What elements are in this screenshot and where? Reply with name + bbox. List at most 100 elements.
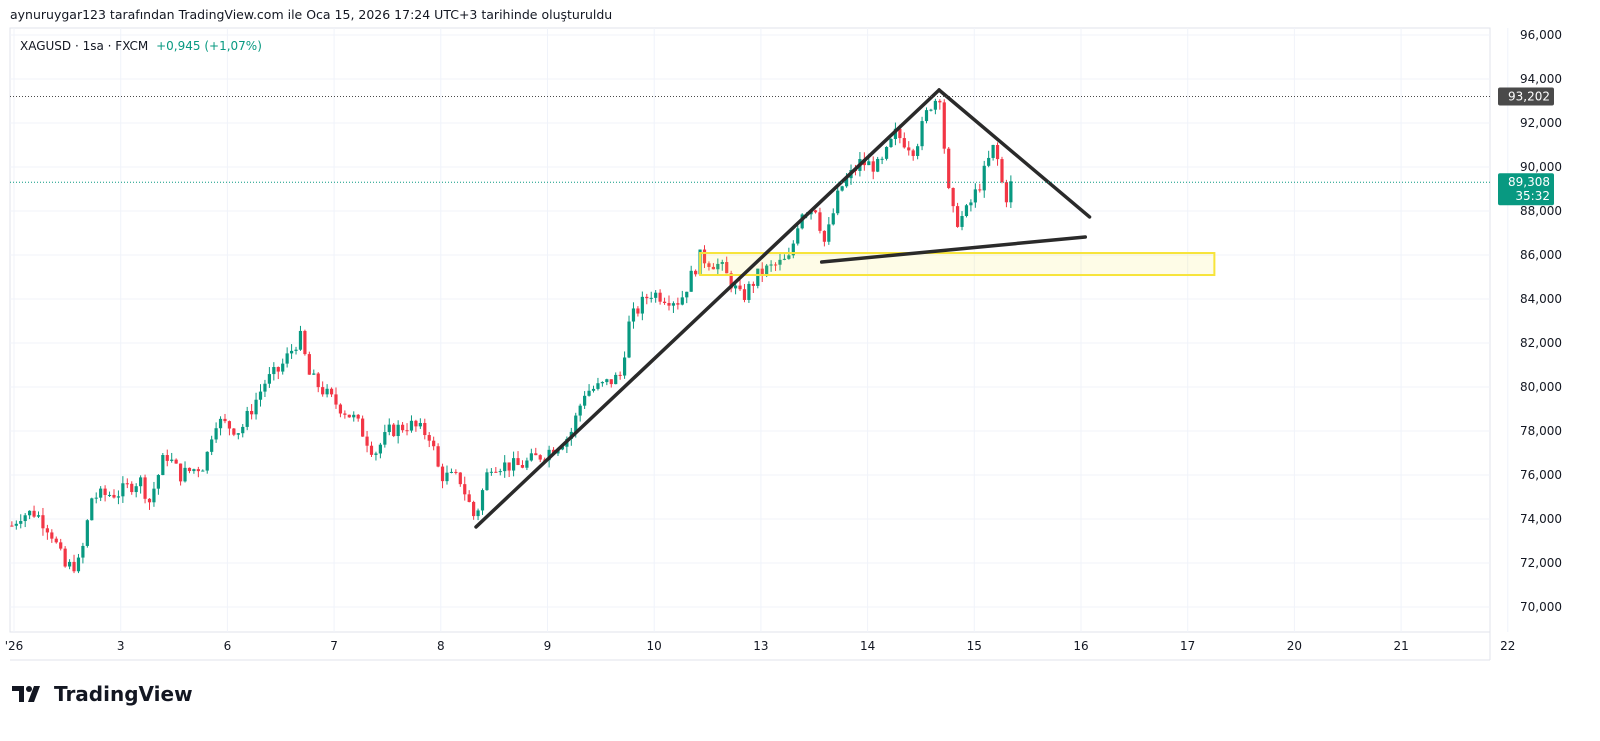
candle [192,469,196,472]
x-tick-label: 15 [967,639,982,653]
candle [90,498,94,521]
candle [844,178,849,187]
candle [978,189,982,191]
candle [81,545,85,558]
candle [152,488,156,503]
candle [942,102,946,149]
candle [645,296,649,299]
candle [964,205,969,217]
candle [263,383,267,392]
y-tick-label: 92,000 [1520,116,1562,130]
candle [347,414,351,418]
logo-text: TradingView [54,682,193,706]
candle [28,510,32,516]
trendline [937,88,1092,219]
candle [196,469,200,472]
candle [614,374,618,385]
candle [232,428,236,435]
candle [494,471,498,473]
candle [329,388,334,395]
y-tick-label: 76,000 [1520,468,1562,482]
candle [991,144,995,158]
candle [463,484,467,495]
candle [356,414,360,419]
candle [689,270,693,292]
candle [352,414,356,418]
y-tick-label: 78,000 [1520,424,1562,438]
candle [876,158,880,172]
x-tick-label: 21 [1393,639,1408,653]
x-tick-label: 13 [753,639,768,653]
candle [205,451,209,471]
x-tick-label: 9 [544,639,552,653]
candle [267,374,271,384]
candle [112,494,116,498]
candle [938,100,942,103]
candle [654,292,658,298]
candle [214,428,218,440]
y-tick-label: 70,000 [1520,600,1562,614]
candle [227,421,232,429]
candle [76,557,81,572]
candle [920,121,924,147]
candle [201,470,205,472]
candle [187,467,192,472]
candle [995,144,1000,160]
candle [649,297,653,299]
candle [889,139,893,147]
candle [334,394,338,405]
candle [236,433,240,435]
candle [125,483,129,485]
candle [622,357,627,376]
bar-countdown: 35:32 [1515,189,1550,203]
x-tick-label: 6 [224,639,232,653]
candle [605,379,609,383]
candle [32,510,36,517]
candle [836,190,840,214]
candle [54,538,58,543]
candle [432,440,436,447]
candle [103,488,107,495]
candle [702,249,707,264]
candle [396,424,400,437]
candle [791,243,795,256]
y-tick-label: 86,000 [1520,248,1562,262]
candle [374,453,378,455]
candle [574,415,578,432]
candle [725,262,729,274]
candle [250,410,254,415]
candle [19,521,23,524]
candle [143,477,147,499]
candle [796,228,800,244]
candle [787,255,791,259]
candle [765,265,769,275]
candle [298,330,303,350]
candle [121,483,125,497]
candle [241,426,245,434]
candle [658,292,662,302]
x-tick-label: 3 [117,639,125,653]
x-tick-label: '26 [5,639,24,653]
candle [107,494,112,496]
candle [134,486,138,493]
candle [23,515,27,522]
candle [210,439,214,452]
candle [578,405,582,416]
candle [480,490,485,511]
candle [596,383,600,389]
candle [440,466,445,482]
candle [636,308,640,314]
trendline [474,88,941,529]
price-label: 89,308 [1508,175,1550,189]
candle [312,373,316,375]
candle [671,303,676,306]
candle [321,387,325,395]
candle [41,515,45,529]
candle [281,363,285,372]
candle [960,216,964,227]
x-tick-label: 22 [1500,639,1515,653]
candle [1009,181,1013,203]
candle [818,212,822,231]
candle [525,460,529,468]
